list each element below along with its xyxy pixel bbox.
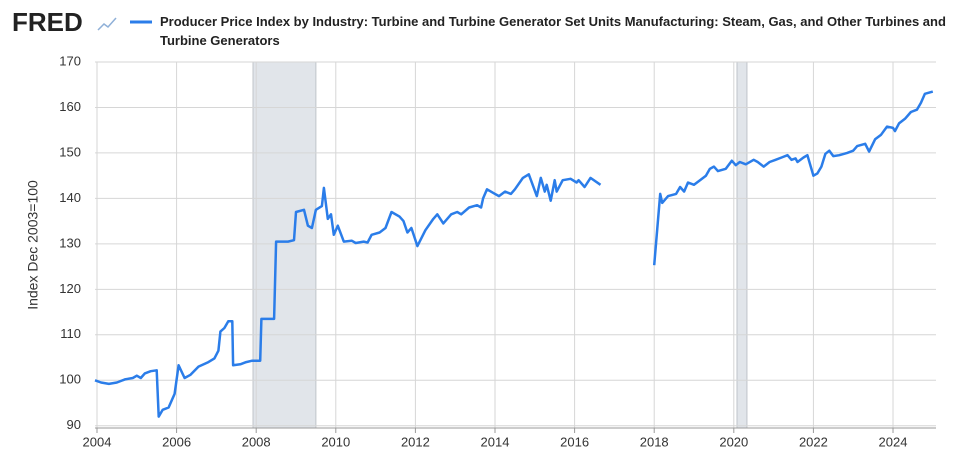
y-tick-label: 120 <box>59 281 81 296</box>
y-tick-label: 110 <box>60 326 81 341</box>
y-tick-label: 140 <box>59 190 81 205</box>
x-tick-label: 2012 <box>401 434 430 449</box>
y-tick-label: 150 <box>59 144 81 159</box>
x-tick-label: 2008 <box>242 434 271 449</box>
x-tick-label: 2016 <box>560 434 589 449</box>
y-tick-label: 160 <box>59 99 81 114</box>
x-tick-label: 2020 <box>719 434 748 449</box>
x-tick-label: 2010 <box>321 434 350 449</box>
recession-band <box>252 61 317 429</box>
x-tick-label: 2004 <box>83 434 112 449</box>
y-tick-label: 100 <box>59 372 81 387</box>
data-line <box>94 90 934 418</box>
legend-text: Producer Price Index by Industry: Turbin… <box>160 14 946 48</box>
x-tick-label: 2018 <box>640 434 669 449</box>
y-axis-label: Index Dec 2003=100 <box>25 180 41 310</box>
x-tick-label: 2006 <box>162 434 191 449</box>
legend: Producer Price Index by Industry: Turbin… <box>160 14 946 48</box>
brand-logo: FRED <box>12 7 83 37</box>
recession-band <box>736 61 748 429</box>
y-tick-label: 90 <box>67 417 81 432</box>
x-tick-label: 2014 <box>481 434 510 449</box>
x-tick-label: 2022 <box>799 434 828 449</box>
x-tick-label: 2024 <box>879 434 908 449</box>
y-tick-label: 170 <box>59 53 81 68</box>
y-tick-label: 130 <box>59 235 81 250</box>
plot-area: 90 100 110 120 130 140 150 160 170 2004 2006 2008 20… <box>59 53 936 449</box>
logo-icon <box>97 17 117 31</box>
